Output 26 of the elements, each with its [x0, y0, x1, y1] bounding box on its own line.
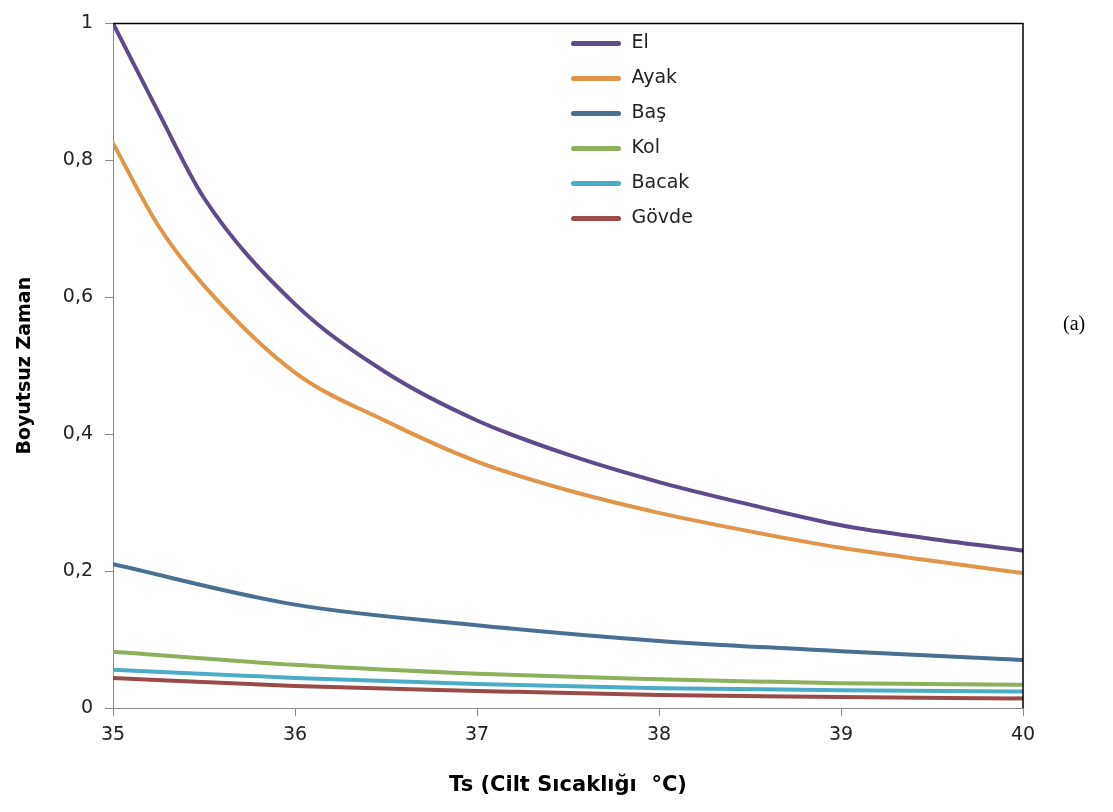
- legend-label: Baş: [631, 100, 667, 123]
- legend-label: Ayak: [631, 65, 678, 88]
- y-tick-label: 0,4: [62, 421, 94, 444]
- text: (a): [1063, 311, 1086, 335]
- line-series: [113, 649, 1023, 687]
- x-tick-label: 39: [828, 722, 854, 745]
- y-tick-label: 1: [80, 10, 94, 33]
- x-tick-label: 35: [100, 722, 126, 745]
- y-tick-label: 0,2: [62, 558, 94, 581]
- y-tick-label: 0: [80, 694, 94, 717]
- x-tick-label: 36: [282, 722, 308, 745]
- x-tick-label: 37: [464, 722, 490, 745]
- line-series: [113, 23, 1023, 553]
- x-axis-title: Ts (Cilt Sıcaklığı °C): [449, 771, 687, 796]
- line-series: [113, 667, 1023, 694]
- y-tick-label: 0,8: [62, 147, 94, 170]
- x-tick-label: 40: [1010, 722, 1036, 745]
- legend-label: Bacak: [631, 170, 690, 193]
- line-series: [113, 675, 1023, 701]
- line-series: [113, 562, 1023, 663]
- y-axis-title: Boyutsuz Zaman: [12, 276, 35, 455]
- legend-label: Kol: [631, 135, 660, 158]
- legend-label: El: [631, 30, 649, 53]
- legend-label: Gövde: [631, 205, 693, 228]
- y-tick-label: 0,6: [62, 284, 94, 307]
- x-tick-label: 38: [646, 722, 672, 745]
